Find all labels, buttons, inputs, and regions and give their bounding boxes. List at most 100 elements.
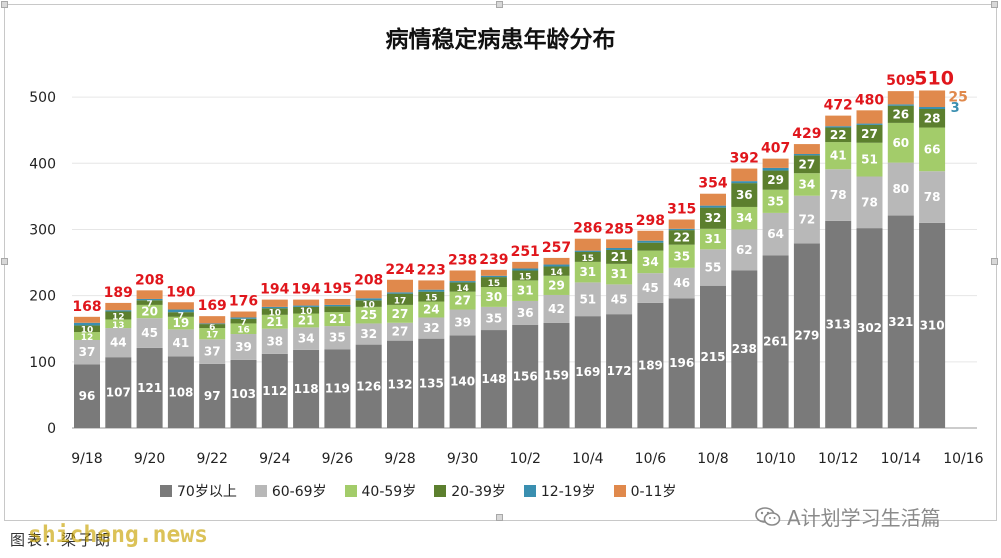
bar-segment — [637, 242, 664, 251]
bar-total-label: 286 — [573, 221, 602, 237]
bar-segment — [856, 176, 883, 229]
bar-segment-label: 78 — [924, 190, 941, 204]
bar-segment — [418, 280, 445, 290]
bar-segment-label: 238 — [732, 342, 757, 356]
bar-segment — [480, 269, 507, 276]
bar-segment — [512, 300, 539, 325]
y-tick-label: 0 — [47, 421, 56, 437]
bar-segment-label: 34 — [298, 332, 315, 346]
bar-segment — [574, 282, 601, 317]
bar-segment — [418, 289, 445, 292]
y-tick-label: 300 — [29, 222, 56, 238]
legend-item: 60-69岁 — [254, 481, 327, 501]
bar-segment — [199, 323, 226, 325]
resize-handle-bottom[interactable] — [496, 514, 503, 521]
resize-handle-top-right[interactable] — [991, 1, 998, 8]
bar-segment — [668, 244, 695, 268]
bar-segment — [825, 220, 852, 428]
bar-segment-label: 12 — [81, 333, 94, 343]
bar-segment — [512, 280, 539, 301]
bar-segment-label: 27 — [392, 325, 409, 339]
legend-swatch — [434, 485, 447, 497]
bar-segment-label: 21 — [298, 313, 315, 327]
legend-item: 40-59岁 — [344, 481, 416, 501]
bar-segment — [324, 298, 351, 305]
bar-segment — [919, 109, 946, 128]
bar-segment — [512, 270, 539, 281]
bar-segment-label: 36 — [517, 306, 534, 320]
bar-segment-label: 37 — [204, 345, 221, 359]
bar-total-label: 238 — [448, 252, 477, 268]
legend-item: 20-39岁 — [434, 481, 506, 501]
bar-segment — [762, 189, 789, 213]
bar-total-label: 194 — [260, 282, 289, 298]
bar-total-label: 392 — [730, 151, 759, 167]
bar-segment — [512, 324, 539, 428]
bar-segment — [543, 257, 570, 265]
bar-segment-label: 310 — [920, 318, 945, 332]
bar-segment — [230, 323, 257, 335]
bar-segment — [637, 240, 664, 243]
resize-handle-right[interactable] — [991, 258, 998, 265]
resize-handle-left[interactable] — [1, 258, 8, 265]
legend-label: 12-19岁 — [540, 484, 596, 500]
bar-segment — [856, 123, 883, 125]
bar-segment — [167, 312, 194, 317]
bar-segment — [230, 318, 257, 324]
legend-swatch — [160, 485, 172, 497]
bar-segment — [606, 249, 633, 264]
bar-segment — [731, 206, 758, 230]
bar-segment — [261, 328, 288, 354]
bar-total-label: 224 — [385, 262, 414, 278]
watermark-account-label: A计划学习生活篇 — [787, 506, 941, 530]
bar-segment — [449, 335, 476, 428]
bar-segment-label: 196 — [669, 356, 694, 370]
bar-segment — [355, 298, 382, 301]
bar-segment — [480, 306, 507, 331]
bar-segment — [355, 290, 382, 299]
bar-segment — [261, 314, 288, 329]
bar-segment — [637, 302, 664, 428]
bar-segment-label: 21 — [266, 315, 283, 329]
bar-segment — [199, 324, 226, 329]
bar-segment — [74, 339, 100, 365]
x-tick-label: 10/12 — [818, 451, 858, 467]
chart-title: 病情稳定病患年龄分布 — [385, 27, 616, 53]
x-tick-label: 10/4 — [572, 451, 604, 467]
bar-segment-label: 62 — [736, 243, 753, 257]
legend-item: 0-11岁 — [613, 481, 676, 501]
bar-segment — [418, 317, 445, 339]
bar-segment — [230, 317, 257, 319]
bar-segment — [74, 322, 100, 326]
bar-segment-label: 28 — [924, 111, 941, 125]
bar-segment — [793, 243, 820, 428]
legend-swatch — [613, 485, 626, 497]
resize-handle-top[interactable] — [496, 1, 503, 8]
bar-total-label: 509 — [886, 73, 915, 89]
bar-segment — [167, 356, 194, 428]
bar-segment-label: 31 — [705, 232, 722, 246]
bar-segment — [105, 302, 132, 311]
bar-segment-label: 7 — [240, 318, 246, 328]
bar-segment-label: 16 — [237, 326, 250, 336]
bar-segment-label: 32 — [705, 211, 722, 225]
bar-segment — [387, 293, 413, 305]
bar-segment — [324, 306, 351, 313]
bar-segment — [480, 275, 507, 278]
bar-segment-label: 103 — [231, 387, 256, 401]
bar-segment — [700, 285, 726, 428]
resize-handle-top-left[interactable] — [1, 1, 8, 8]
bar-segment-label: 45 — [141, 326, 158, 340]
bar-segment — [418, 291, 445, 302]
bar-segment — [387, 304, 413, 323]
bar-segment-label: 321 — [888, 315, 913, 329]
bar-segment-label: 34 — [736, 211, 753, 225]
bar-segment — [512, 268, 539, 271]
bar-segment-label: 156 — [513, 369, 538, 383]
bar-segment — [825, 115, 852, 127]
bar-segment-label: 51 — [579, 292, 596, 306]
bar-segment — [480, 330, 507, 428]
bar-segment-label: 51 — [861, 153, 878, 167]
legend-item: 70岁以上 — [160, 481, 237, 501]
chart-legend: 70岁以上 60-69岁 40-59岁 20-39岁 12-19岁 0-11岁 — [160, 481, 676, 501]
